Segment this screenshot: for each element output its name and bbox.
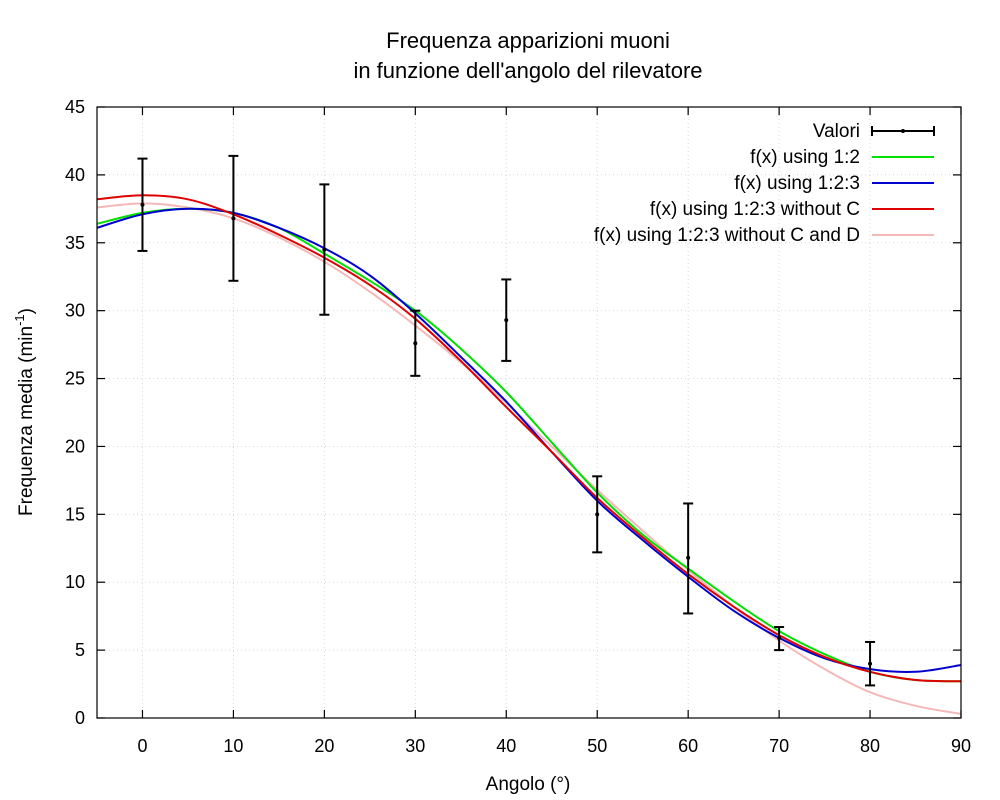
x-tick-label: 30	[405, 736, 425, 756]
data-point-with-errorbar	[592, 475, 603, 554]
x-tick-label: 0	[137, 736, 147, 756]
chart-title-line1: Frequenza apparizioni muoni	[386, 28, 670, 53]
legend-label: f(x) using 1:2:3 without C and D	[594, 225, 860, 246]
fit-curves	[96, 194, 962, 715]
x-tick-label: 40	[496, 736, 516, 756]
data-point-with-errorbar	[228, 154, 239, 282]
y-axis-label-sup: -1	[12, 314, 27, 326]
data-point	[777, 635, 782, 640]
legend: Valori f(x) using 1:2 f(x) using 1:2:3 f(x)…	[594, 121, 935, 246]
data-point-with-errorbar	[683, 502, 694, 615]
y-tick-label: 25	[65, 369, 85, 389]
data-point-with-errorbar	[319, 183, 330, 316]
y-tick-label: 40	[65, 165, 85, 185]
data-point	[413, 341, 418, 346]
legend-label: f(x) using 1:2	[750, 147, 860, 168]
y-axis-label: Frequenza media (min-1)	[12, 308, 37, 516]
chart-title-line2: in funzione dell'angolo del rilevatore	[353, 58, 702, 83]
legend-item: f(x) using 1:2	[750, 147, 934, 168]
data-point-with-errorbar	[137, 157, 148, 252]
fit-curve-4	[96, 202, 962, 715]
data-point	[140, 202, 145, 207]
y-axis-label-close: )	[16, 308, 37, 314]
data-point-with-errorbar	[410, 309, 421, 377]
y-tick-label: 15	[65, 504, 85, 524]
fit-curve-1	[96, 207, 962, 683]
x-tick-label: 60	[678, 736, 698, 756]
ticks: 0 10 20 30 40 50 60 70 80 90 0 5 10 15 20 25 30 35 40 45	[65, 97, 971, 756]
data-point-with-errorbar	[865, 640, 876, 687]
x-tick-label: 50	[587, 736, 607, 756]
y-tick-label: 35	[65, 233, 85, 253]
y-tick-label: 20	[65, 436, 85, 456]
y-tick-label: 30	[65, 301, 85, 321]
data-points	[137, 154, 876, 687]
x-tick-label: 80	[860, 736, 880, 756]
y-axis-label-main: Frequenza media (min	[16, 326, 37, 516]
y-tick-label: 0	[75, 708, 85, 728]
legend-item: Valori	[813, 121, 935, 142]
y-tick-label: 45	[65, 97, 85, 117]
legend-item: f(x) using 1:2:3 without C and D	[594, 225, 934, 246]
legend-item: f(x) using 1:2:3	[734, 173, 934, 194]
plot-frame	[96, 106, 962, 719]
fit-curve-3	[96, 194, 962, 683]
data-point-with-errorbar	[774, 626, 785, 652]
data-point-with-errorbar	[501, 278, 512, 362]
fit-curve-2	[96, 207, 962, 673]
x-tick-label: 90	[951, 736, 971, 756]
x-tick-label: 10	[223, 736, 243, 756]
legend-label: f(x) using 1:2:3	[734, 173, 860, 194]
x-axis-label: Angolo (°)	[486, 774, 571, 795]
legend-point	[901, 129, 905, 133]
y-tick-label: 10	[65, 572, 85, 592]
data-point	[231, 216, 236, 221]
legend-label: Valori	[813, 121, 860, 142]
data-point	[868, 661, 873, 666]
data-point	[322, 247, 327, 252]
data-point	[595, 512, 600, 517]
x-tick-label: 20	[314, 736, 334, 756]
legend-label: f(x) using 1:2:3 without C	[650, 199, 860, 220]
x-tick-label: 70	[769, 736, 789, 756]
data-point	[686, 555, 691, 560]
y-tick-label: 5	[75, 640, 85, 660]
legend-item: f(x) using 1:2:3 without C	[650, 199, 934, 220]
data-point	[504, 318, 509, 323]
